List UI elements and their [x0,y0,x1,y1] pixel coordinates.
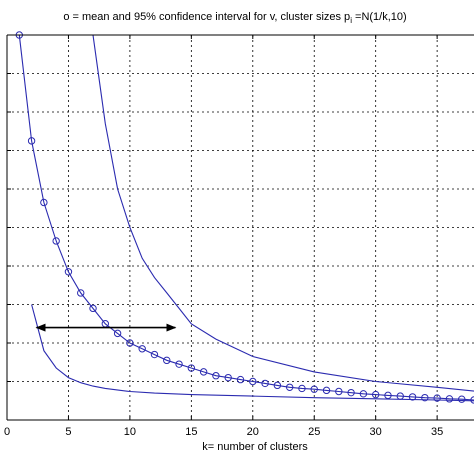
mean-marker [421,393,429,402]
mean-marker [199,368,208,376]
x-tick-label: 25 [308,426,320,438]
mean-marker [285,383,294,391]
mean-marker [187,364,196,372]
tick-layer: 0 5 10 15 20 25 30 35 [4,35,443,438]
chart-title-prefix: o = mean and 95% confidence interval for… [63,11,350,23]
x-axis-label: k= number of clusters [202,441,308,453]
mean-marker [433,394,441,402]
x-tick-label: 35 [431,426,443,438]
mean-marker [322,386,331,395]
mean-marker [445,395,454,403]
mean-marker [273,381,282,390]
mean-marker [298,384,306,393]
x-tick-label: 0 [4,426,10,438]
mean-marker [359,390,368,398]
mean-marker [261,379,269,388]
series-layer [15,31,474,404]
mean-marker [224,373,232,382]
mean-marker [408,393,417,401]
mean-marker [27,137,36,145]
mean-marker [236,375,245,384]
mean-marker [249,377,257,386]
x-tick-label: 30 [370,426,382,438]
mean-marker [126,339,134,347]
x-tick-label: 5 [65,426,71,438]
x-tick-label: 15 [185,426,197,438]
mean-marker [347,388,355,397]
mean-marker [64,268,73,276]
mean-marker [150,350,159,359]
mean-marker [89,304,97,313]
mean-marker [335,387,343,396]
mean-marker [52,237,60,245]
mean-marker [371,390,380,399]
mean-marker [77,289,85,297]
chart-title-subscript: i [350,16,352,25]
chart-title: o = mean and 95% confidence interval for… [63,11,406,25]
mean-marker [458,395,466,403]
mean-marker [175,360,183,368]
mean-marker [212,372,220,380]
mean-marker [310,385,318,393]
x-tick-label: 10 [124,426,136,438]
chart-title-suffix: =N(1/k,10) [352,11,407,23]
mean-marker [163,356,171,365]
mean-marker [40,198,48,207]
plot-area [7,35,474,420]
x-tick-label: 20 [247,426,259,438]
series-line-lower-bound [31,304,474,402]
series-line-upper-bound [92,34,474,392]
mean-marker [138,345,146,353]
grid-layer [7,35,474,420]
